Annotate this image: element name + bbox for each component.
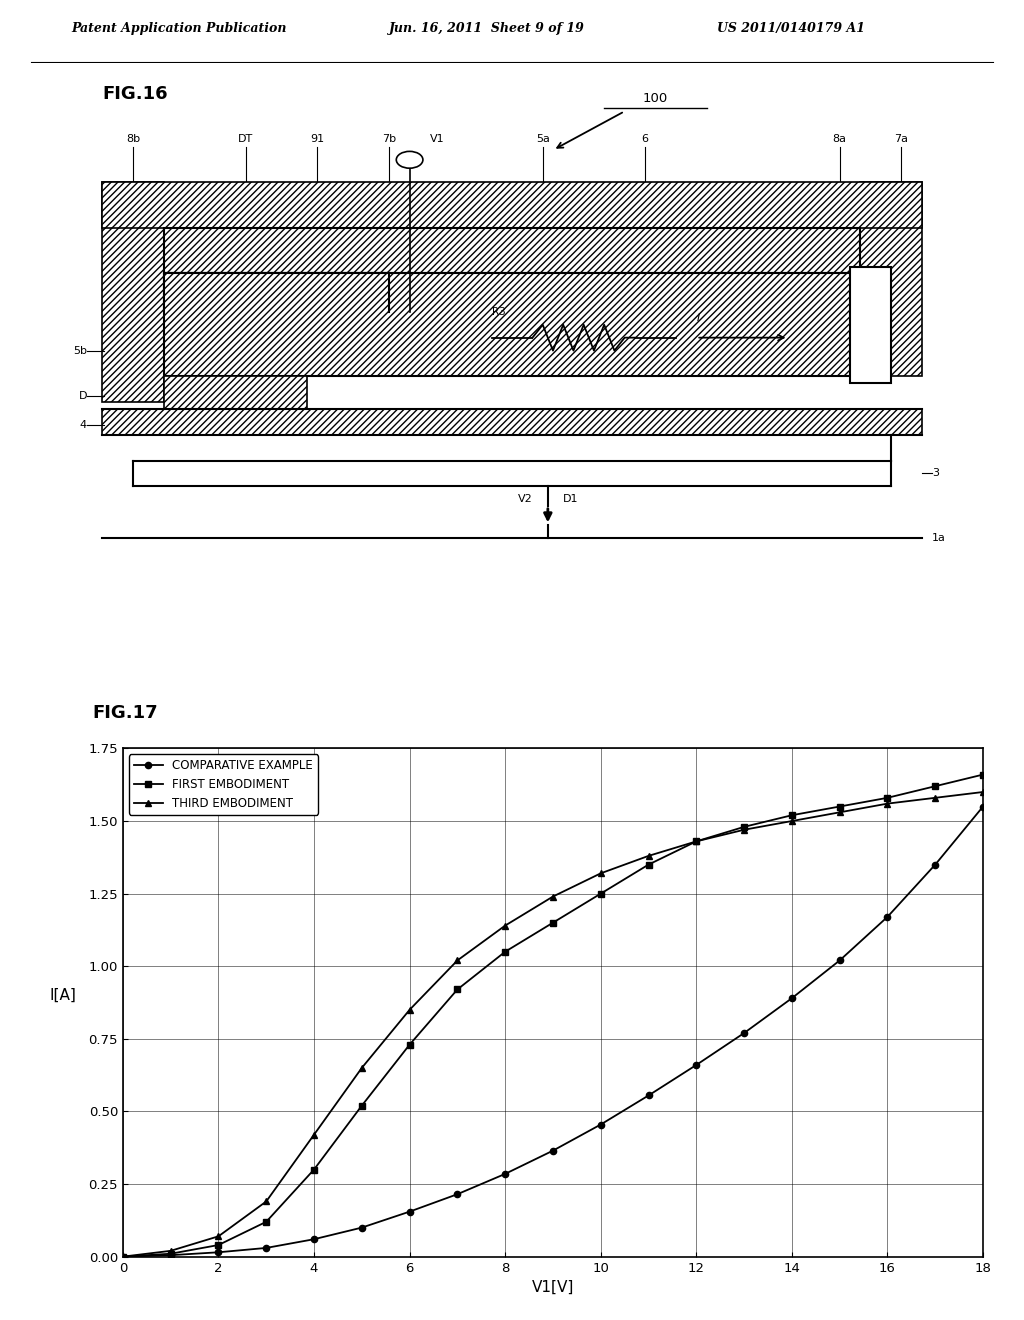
THIRD EMBODIMENT bbox=[977, 784, 989, 800]
THIRD EMBODIMENT bbox=[882, 796, 894, 812]
Text: FIG.16: FIG.16 bbox=[102, 86, 168, 103]
COMPARATIVE EXAMPLE bbox=[595, 1117, 607, 1133]
COMPARATIVE EXAMPLE bbox=[403, 1204, 416, 1220]
Text: 8a: 8a bbox=[833, 133, 847, 144]
Text: 7a: 7a bbox=[894, 133, 908, 144]
Text: D1: D1 bbox=[563, 495, 579, 504]
COMPARATIVE EXAMPLE bbox=[212, 1245, 224, 1261]
FIRST EMBODIMENT bbox=[882, 789, 894, 805]
THIRD EMBODIMENT bbox=[834, 804, 846, 820]
THIRD EMBODIMENT bbox=[165, 1243, 177, 1259]
Text: 91: 91 bbox=[310, 133, 325, 144]
Bar bbox=[860, 182, 922, 376]
Text: 3: 3 bbox=[932, 469, 939, 478]
Text: DT: DT bbox=[239, 133, 253, 144]
THIRD EMBODIMENT bbox=[212, 1229, 224, 1245]
Y-axis label: I[A]: I[A] bbox=[50, 987, 77, 1003]
FIRST EMBODIMENT bbox=[499, 944, 511, 960]
THIRD EMBODIMENT bbox=[308, 1127, 321, 1143]
Bar bbox=[164, 227, 860, 273]
COMPARATIVE EXAMPLE bbox=[547, 1143, 559, 1159]
THIRD EMBODIMENT bbox=[117, 1249, 129, 1265]
THIRD EMBODIMENT bbox=[260, 1193, 272, 1209]
THIRD EMBODIMENT bbox=[547, 888, 559, 904]
COMPARATIVE EXAMPLE bbox=[882, 909, 894, 925]
Text: D: D bbox=[79, 391, 87, 401]
FIRST EMBODIMENT bbox=[977, 767, 989, 783]
FIRST EMBODIMENT bbox=[117, 1249, 129, 1265]
FIRST EMBODIMENT bbox=[834, 799, 846, 814]
THIRD EMBODIMENT bbox=[738, 822, 751, 838]
THIRD EMBODIMENT bbox=[403, 1002, 416, 1018]
Bar bbox=[102, 182, 164, 403]
COMPARATIVE EXAMPLE bbox=[260, 1239, 272, 1255]
FIRST EMBODIMENT bbox=[260, 1214, 272, 1230]
COMPARATIVE EXAMPLE bbox=[117, 1249, 129, 1265]
FIRST EMBODIMENT bbox=[738, 818, 751, 834]
COMPARATIVE EXAMPLE bbox=[499, 1166, 511, 1181]
Bar bbox=[164, 273, 860, 376]
FIRST EMBODIMENT bbox=[308, 1162, 321, 1177]
THIRD EMBODIMENT bbox=[642, 847, 654, 863]
FIRST EMBODIMENT bbox=[929, 779, 941, 795]
COMPARATIVE EXAMPLE bbox=[165, 1247, 177, 1263]
Text: I: I bbox=[696, 313, 699, 323]
THIRD EMBODIMENT bbox=[355, 1060, 368, 1076]
COMPARATIVE EXAMPLE bbox=[738, 1026, 751, 1041]
THIRD EMBODIMENT bbox=[499, 917, 511, 933]
Text: 7b: 7b bbox=[382, 133, 396, 144]
Text: R3: R3 bbox=[492, 308, 505, 317]
THIRD EMBODIMENT bbox=[595, 866, 607, 882]
FIRST EMBODIMENT bbox=[403, 1036, 416, 1052]
COMPARATIVE EXAMPLE bbox=[642, 1088, 654, 1104]
Text: 4: 4 bbox=[80, 420, 87, 430]
Legend: COMPARATIVE EXAMPLE, FIRST EMBODIMENT, THIRD EMBODIMENT: COMPARATIVE EXAMPLE, FIRST EMBODIMENT, T… bbox=[129, 754, 317, 814]
Text: 8b: 8b bbox=[126, 133, 140, 144]
Text: 100: 100 bbox=[643, 92, 668, 104]
Bar bbox=[164, 376, 307, 409]
Text: V1: V1 bbox=[430, 133, 444, 144]
FIRST EMBODIMENT bbox=[165, 1246, 177, 1262]
Line: COMPARATIVE EXAMPLE: COMPARATIVE EXAMPLE bbox=[120, 804, 986, 1259]
Text: 5a: 5a bbox=[536, 133, 550, 144]
COMPARATIVE EXAMPLE bbox=[834, 953, 846, 969]
COMPARATIVE EXAMPLE bbox=[308, 1232, 321, 1247]
Text: V2: V2 bbox=[518, 495, 532, 504]
FIRST EMBODIMENT bbox=[690, 833, 702, 849]
Line: FIRST EMBODIMENT: FIRST EMBODIMENT bbox=[120, 771, 986, 1259]
COMPARATIVE EXAMPLE bbox=[785, 990, 798, 1006]
Line: THIRD EMBODIMENT: THIRD EMBODIMENT bbox=[120, 789, 986, 1259]
COMPARATIVE EXAMPLE bbox=[977, 799, 989, 814]
FIRST EMBODIMENT bbox=[452, 982, 464, 998]
Text: Patent Application Publication: Patent Application Publication bbox=[72, 22, 287, 36]
Bar bbox=[102, 182, 922, 227]
Text: 1a: 1a bbox=[932, 533, 946, 543]
Bar bbox=[850, 267, 891, 383]
Text: FIG.17: FIG.17 bbox=[92, 704, 158, 722]
COMPARATIVE EXAMPLE bbox=[929, 857, 941, 873]
Text: US 2011/0140179 A1: US 2011/0140179 A1 bbox=[717, 22, 865, 36]
Text: 6: 6 bbox=[642, 133, 648, 144]
COMPARATIVE EXAMPLE bbox=[690, 1057, 702, 1073]
FIRST EMBODIMENT bbox=[785, 808, 798, 824]
THIRD EMBODIMENT bbox=[929, 789, 941, 805]
Bar bbox=[102, 409, 922, 434]
FIRST EMBODIMENT bbox=[355, 1098, 368, 1114]
FIRST EMBODIMENT bbox=[642, 857, 654, 873]
COMPARATIVE EXAMPLE bbox=[452, 1187, 464, 1203]
THIRD EMBODIMENT bbox=[690, 833, 702, 849]
X-axis label: V1[V]: V1[V] bbox=[531, 1280, 574, 1295]
FIRST EMBODIMENT bbox=[547, 915, 559, 931]
Bar bbox=[164, 273, 389, 312]
COMPARATIVE EXAMPLE bbox=[355, 1220, 368, 1236]
FIRST EMBODIMENT bbox=[595, 886, 607, 902]
THIRD EMBODIMENT bbox=[452, 953, 464, 969]
Text: Jun. 16, 2011  Sheet 9 of 19: Jun. 16, 2011 Sheet 9 of 19 bbox=[389, 22, 585, 36]
THIRD EMBODIMENT bbox=[785, 813, 798, 829]
FIRST EMBODIMENT bbox=[212, 1237, 224, 1253]
Text: 5b: 5b bbox=[73, 346, 87, 355]
